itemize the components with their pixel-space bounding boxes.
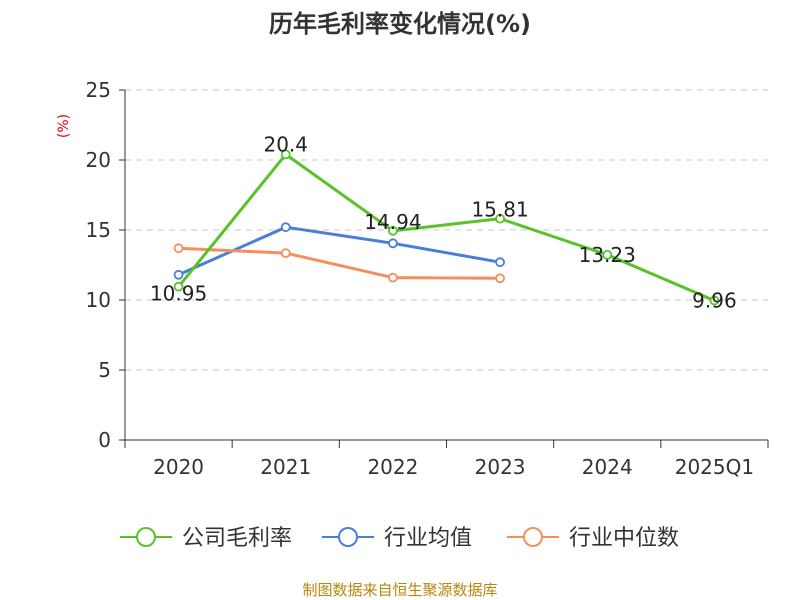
series-line: [178, 246, 501, 280]
data-point[interactable]: [495, 257, 505, 268]
legend-marker: [338, 527, 358, 547]
x-tick-label: 2023: [475, 455, 526, 479]
legend-label: 行业均值: [384, 526, 472, 551]
data-point[interactable]: [388, 272, 398, 283]
data-point[interactable]: [280, 222, 291, 233]
legend-label: 行业中位数: [569, 526, 679, 551]
grid-lines: [125, 89, 768, 371]
data-point[interactable]: [602, 249, 613, 260]
series-line: [177, 152, 716, 302]
legend-marker: [523, 527, 543, 547]
x-tick-label: 2022: [367, 455, 418, 479]
legend-item[interactable]: 行业中位数: [507, 526, 679, 551]
data-point[interactable]: [280, 149, 291, 160]
data-label: 13.23: [579, 243, 636, 267]
axes: 0 5 10 15 20 25 2020 2021 2022 2023 2024 2025Q1: [86, 78, 769, 479]
data-label: 10.95: [150, 282, 207, 306]
data-point[interactable]: [173, 281, 184, 292]
y-tick-label: 25: [86, 78, 111, 102]
data-point[interactable]: [280, 248, 291, 259]
legend-label: 公司毛利率: [182, 526, 292, 551]
chart-title: 历年毛利率变化情况(%): [269, 10, 531, 38]
source-note: 制图数据来自恒生聚源数据库: [302, 581, 497, 599]
data-point[interactable]: [173, 269, 184, 280]
y-tick-label: 10: [86, 288, 111, 312]
data-label: 9.96: [692, 289, 737, 313]
x-tick-label: 2025Q1: [675, 455, 754, 479]
x-tick-label: 2021: [260, 455, 311, 479]
data-labels: 10.95 20.4 14.94 15.81 13.23 9.96: [150, 132, 737, 312]
x-tick-label: 2020: [153, 455, 204, 479]
y-unit-label: (%): [56, 114, 72, 138]
x-tick-label: 2024: [582, 455, 633, 479]
data-label: 14.94: [364, 210, 421, 234]
data-point[interactable]: [495, 273, 505, 284]
legend[interactable]: 公司毛利率 行业均值 行业中位数: [120, 526, 679, 551]
data-label: 15.81: [471, 198, 528, 222]
data-point[interactable]: [709, 295, 720, 306]
data-point[interactable]: [388, 238, 398, 249]
legend-marker: [136, 527, 156, 547]
y-tick-label: 15: [86, 218, 111, 242]
data-point[interactable]: [173, 243, 184, 254]
y-tick-label: 0: [98, 428, 111, 452]
data-point[interactable]: [388, 225, 398, 236]
legend-item[interactable]: 公司毛利率: [120, 526, 292, 551]
y-tick-label: 20: [86, 148, 111, 172]
data-label: 20.4: [263, 132, 308, 156]
data-point[interactable]: [495, 213, 505, 224]
y-tick-label: 5: [98, 358, 111, 382]
series-lines: [173, 149, 720, 306]
legend-item[interactable]: 行业均值: [322, 526, 472, 551]
